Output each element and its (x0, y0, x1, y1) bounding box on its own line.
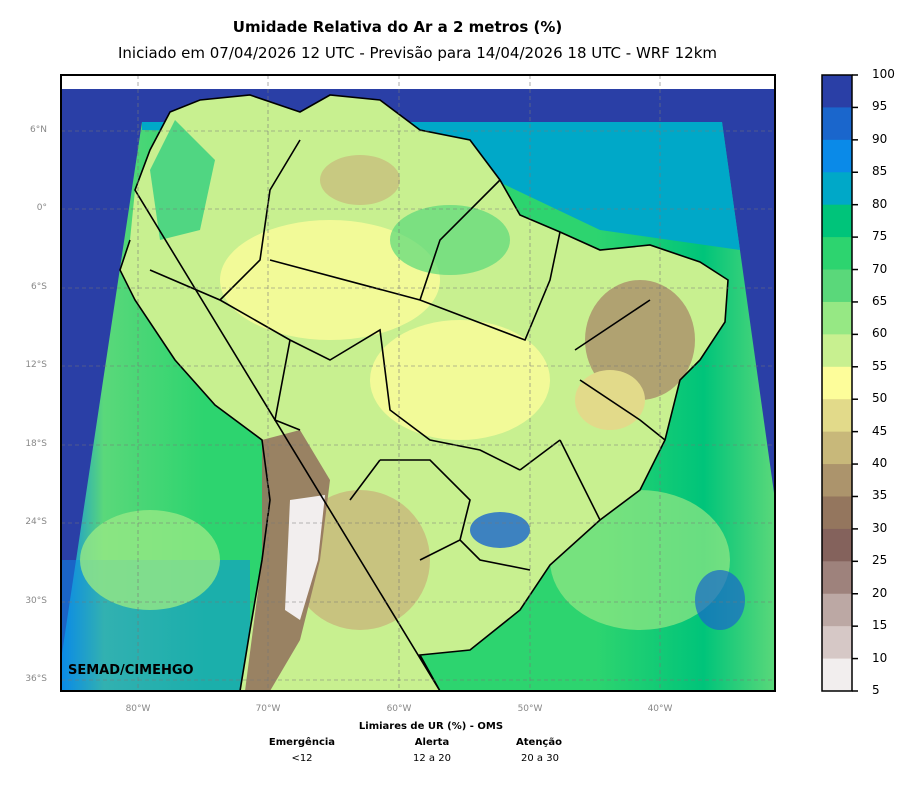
colorbar-tick-label: 80 (872, 196, 888, 211)
colorbar-tick-label: 15 (872, 618, 888, 633)
colorbar-tick-label: 35 (872, 488, 888, 503)
lat-label: 6°S (31, 282, 47, 292)
lat-label: 6°N (30, 125, 47, 135)
lon-label: 50°W (517, 704, 543, 714)
colorbar-band (822, 75, 852, 108)
colorbar-tick-label: 85 (872, 164, 888, 179)
colorbar-band (822, 107, 852, 141)
threshold-label: Alerta (414, 737, 450, 748)
map-title: Umidade Relativa do Ar a 2 metros (%) (232, 18, 563, 36)
colorbar-tick-label: 5 (872, 683, 880, 697)
colorbar-band (822, 366, 852, 400)
lon-label: 60°W (386, 704, 412, 714)
colorbar (822, 74, 858, 692)
threshold-label: Atenção (516, 737, 562, 748)
colorbar-band (822, 561, 852, 595)
graticule (61, 75, 775, 691)
lat-label: 36°S (25, 674, 47, 684)
map-frame (60, 74, 776, 692)
colorbar-tick-label: 50 (872, 391, 888, 406)
lat-label: 30°S (25, 596, 47, 606)
colorbar-tick-label: 45 (872, 423, 888, 438)
colorbar-band (822, 431, 852, 465)
lat-label: 24°S (25, 517, 47, 527)
threshold-value: <12 (291, 753, 313, 764)
colorbar-band (822, 334, 852, 368)
lat-label: 0° (36, 203, 47, 213)
lat-label: 18°S (25, 439, 47, 449)
colorbar-band (822, 528, 852, 562)
lon-label: 70°W (255, 704, 281, 714)
credit-label: SEMAD/CIMEHGO (68, 663, 194, 678)
colorbar-tick-label: 30 (872, 520, 888, 535)
map-subtitle: Iniciado em 07/04/2026 12 UTC - Previsão… (117, 44, 718, 62)
colorbar-band (822, 237, 852, 271)
colorbar-band (822, 626, 852, 660)
colorbar-band (822, 269, 852, 303)
colorbar-tick-label: 90 (872, 131, 888, 146)
borders (119, 94, 729, 691)
threshold-label: Emergência (268, 737, 336, 748)
lon-label: 80°W (125, 704, 151, 714)
colorbar-tick-label: 25 (872, 553, 888, 568)
colorbar-tick-label: 65 (872, 293, 888, 308)
colorbar-band (822, 658, 852, 692)
colorbar-tick-label: 10 (872, 650, 888, 665)
colorbar-tick-label: 75 (872, 229, 888, 244)
threshold-value: 12 a 20 (413, 753, 451, 764)
colorbar-tick-label: 60 (872, 326, 888, 341)
colorbar-band (822, 301, 852, 335)
colorbar-band (822, 139, 852, 173)
colorbar-band (822, 399, 852, 433)
colorbar-tick-label: 95 (872, 99, 888, 114)
colorbar-band (822, 204, 852, 238)
colorbar-band (822, 496, 852, 530)
colorbar-tick-label: 55 (872, 358, 888, 373)
thresholds-title: Limiares de UR (%) - OMS (358, 721, 504, 732)
colorbar-tick-label: 70 (872, 261, 888, 276)
threshold-value: 20 a 30 (521, 753, 559, 764)
colorbar-tick-label: 20 (872, 585, 888, 600)
colorbar-tick-label: 100 (872, 67, 895, 81)
colorbar-tick-label: 40 (872, 456, 888, 471)
lon-label: 40°W (647, 704, 673, 714)
colorbar-band (822, 464, 852, 497)
colorbar-band (822, 172, 852, 206)
colorbar-band (822, 593, 852, 627)
lat-label: 12°S (25, 360, 47, 370)
